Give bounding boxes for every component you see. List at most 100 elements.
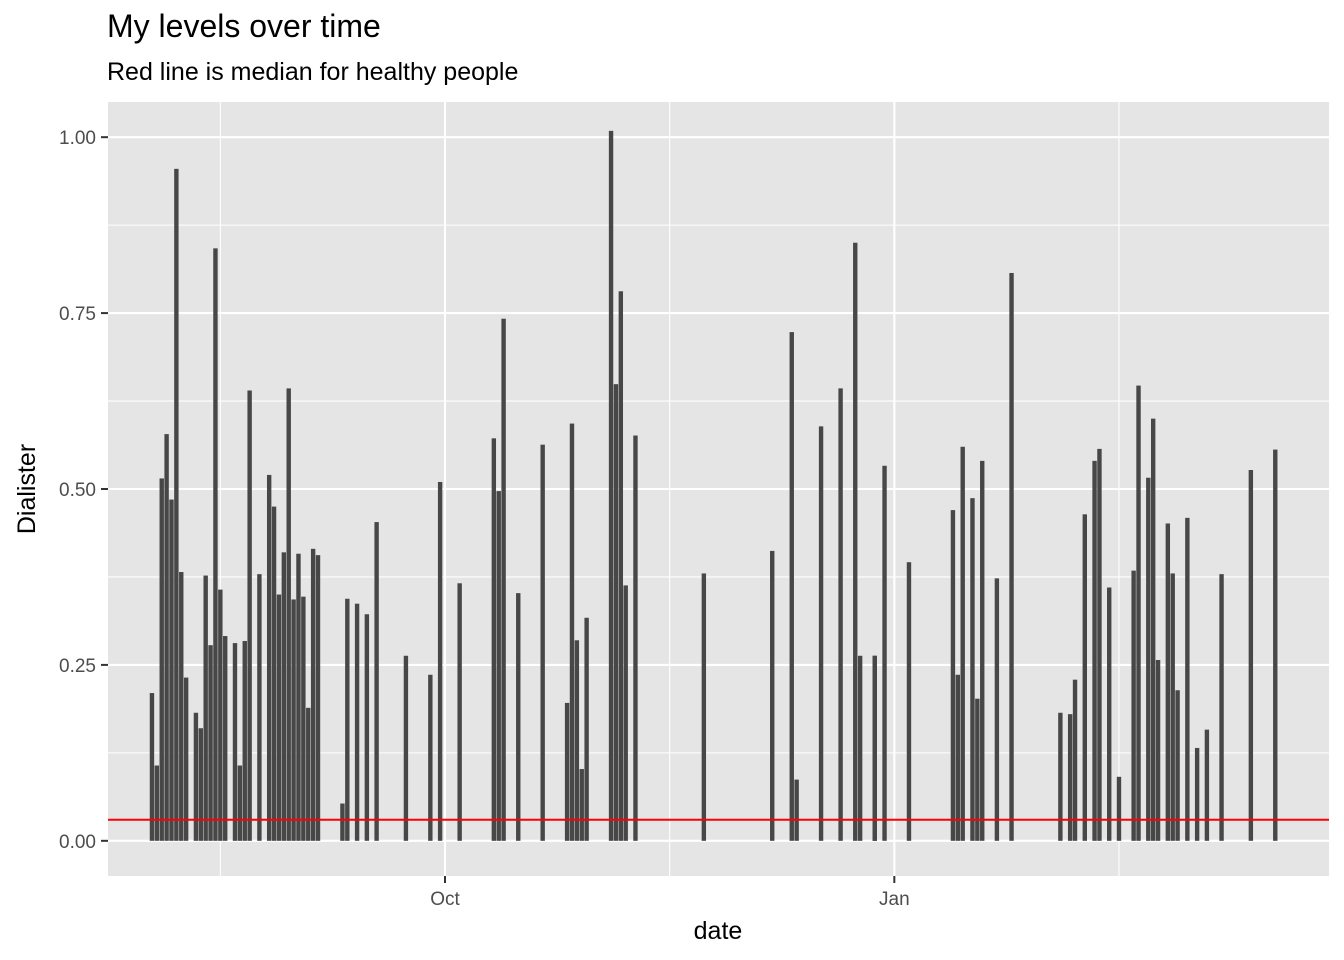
- bar: [286, 388, 291, 841]
- bar: [501, 318, 506, 841]
- chart-subtitle: Red line is median for healthy people: [107, 58, 519, 86]
- bar: [994, 578, 1000, 841]
- bar: [1273, 449, 1278, 841]
- bar: [1155, 659, 1161, 841]
- bar: [1131, 570, 1136, 841]
- bar: [618, 291, 624, 841]
- bar: [203, 575, 208, 841]
- bar: [1092, 460, 1097, 841]
- bar: [242, 640, 247, 841]
- bar: [374, 522, 379, 841]
- bar: [770, 550, 775, 841]
- bar: [149, 693, 155, 841]
- bar: [1097, 448, 1102, 841]
- bar: [872, 655, 877, 841]
- bar: [354, 603, 360, 841]
- bar: [975, 698, 980, 841]
- bar: [980, 460, 985, 841]
- bar: [232, 643, 238, 841]
- bar: [579, 769, 584, 841]
- bar: [247, 390, 252, 841]
- bar: [281, 552, 287, 841]
- bar: [1072, 679, 1078, 841]
- bar: [950, 510, 956, 841]
- x-axis-title: date: [694, 917, 743, 945]
- y-tick-label: 0.25: [59, 656, 96, 677]
- y-axis: 0.00 0.25 0.50 0.75 1.00: [59, 128, 108, 853]
- bar: [428, 674, 433, 841]
- bar: [457, 583, 462, 841]
- bar: [310, 548, 316, 841]
- bar: [213, 248, 218, 841]
- bar: [633, 435, 638, 841]
- bar: [291, 599, 296, 841]
- bar: [564, 702, 570, 841]
- bar: [794, 779, 799, 841]
- bar: [906, 562, 912, 841]
- bar: [315, 555, 321, 841]
- bar: [584, 617, 589, 841]
- bar: [701, 573, 707, 841]
- bar: [491, 438, 497, 841]
- bar: [340, 803, 345, 841]
- bar: [1116, 776, 1122, 841]
- y-tick-label: 0.75: [59, 304, 96, 325]
- bar: [169, 499, 174, 841]
- bars: [149, 130, 1278, 841]
- x-tick-label: Jan: [879, 889, 910, 910]
- y-axis-title: Dialister: [13, 444, 41, 534]
- bar: [853, 242, 858, 841]
- bar: [403, 655, 409, 841]
- bar: [1248, 470, 1254, 841]
- bar: [857, 655, 863, 841]
- bar: [364, 614, 370, 841]
- bar: [1136, 385, 1141, 841]
- bar: [540, 444, 545, 841]
- bar: [179, 572, 184, 841]
- bar: [960, 446, 965, 841]
- bar: [496, 491, 501, 841]
- bar: [1194, 747, 1200, 841]
- bar: [1067, 714, 1073, 841]
- bar: [198, 728, 203, 841]
- bar: [1150, 418, 1156, 841]
- bar: [306, 707, 311, 841]
- y-tick-label: 1.00: [59, 128, 96, 149]
- x-tick-label: Oct: [430, 889, 460, 910]
- bar: [1107, 587, 1112, 841]
- bar: [1204, 729, 1210, 841]
- bar: [955, 674, 961, 841]
- bar: [159, 478, 164, 841]
- bar: [164, 434, 169, 841]
- bar: [266, 474, 272, 841]
- bar: [437, 481, 443, 841]
- bar: [516, 593, 521, 841]
- bar: [789, 332, 794, 841]
- bar: [1175, 690, 1180, 841]
- chart-title: My levels over time: [107, 8, 381, 44]
- bar: [301, 596, 306, 841]
- y-tick-label: 0.00: [59, 832, 96, 853]
- bar: [183, 677, 189, 841]
- bar: [569, 423, 575, 841]
- bar: [613, 384, 619, 841]
- bar: [1185, 517, 1190, 841]
- bar: [1082, 514, 1087, 841]
- bar: [970, 498, 975, 841]
- bar: [237, 765, 243, 841]
- bar: [208, 645, 213, 841]
- bar: [882, 465, 887, 841]
- bar: [838, 388, 843, 841]
- bar: [623, 585, 628, 841]
- bar: [193, 712, 199, 841]
- bar: [1058, 712, 1063, 841]
- bar: [271, 506, 277, 841]
- bar: [1219, 574, 1224, 841]
- bar: [345, 598, 350, 841]
- x-axis: Oct Jan: [430, 876, 910, 910]
- bar: [818, 426, 824, 841]
- bar: [1165, 523, 1171, 841]
- bar: [1146, 477, 1151, 841]
- bar: [1009, 272, 1014, 841]
